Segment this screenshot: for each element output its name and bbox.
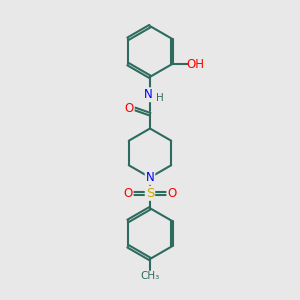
Text: OH: OH	[186, 58, 204, 70]
Text: N: N	[144, 88, 153, 101]
Text: N: N	[146, 171, 154, 184]
Text: O: O	[123, 187, 133, 200]
Text: H: H	[156, 93, 164, 103]
Text: O: O	[124, 102, 134, 115]
Text: CH₃: CH₃	[140, 271, 160, 281]
Text: O: O	[167, 187, 177, 200]
Text: S: S	[146, 187, 154, 200]
